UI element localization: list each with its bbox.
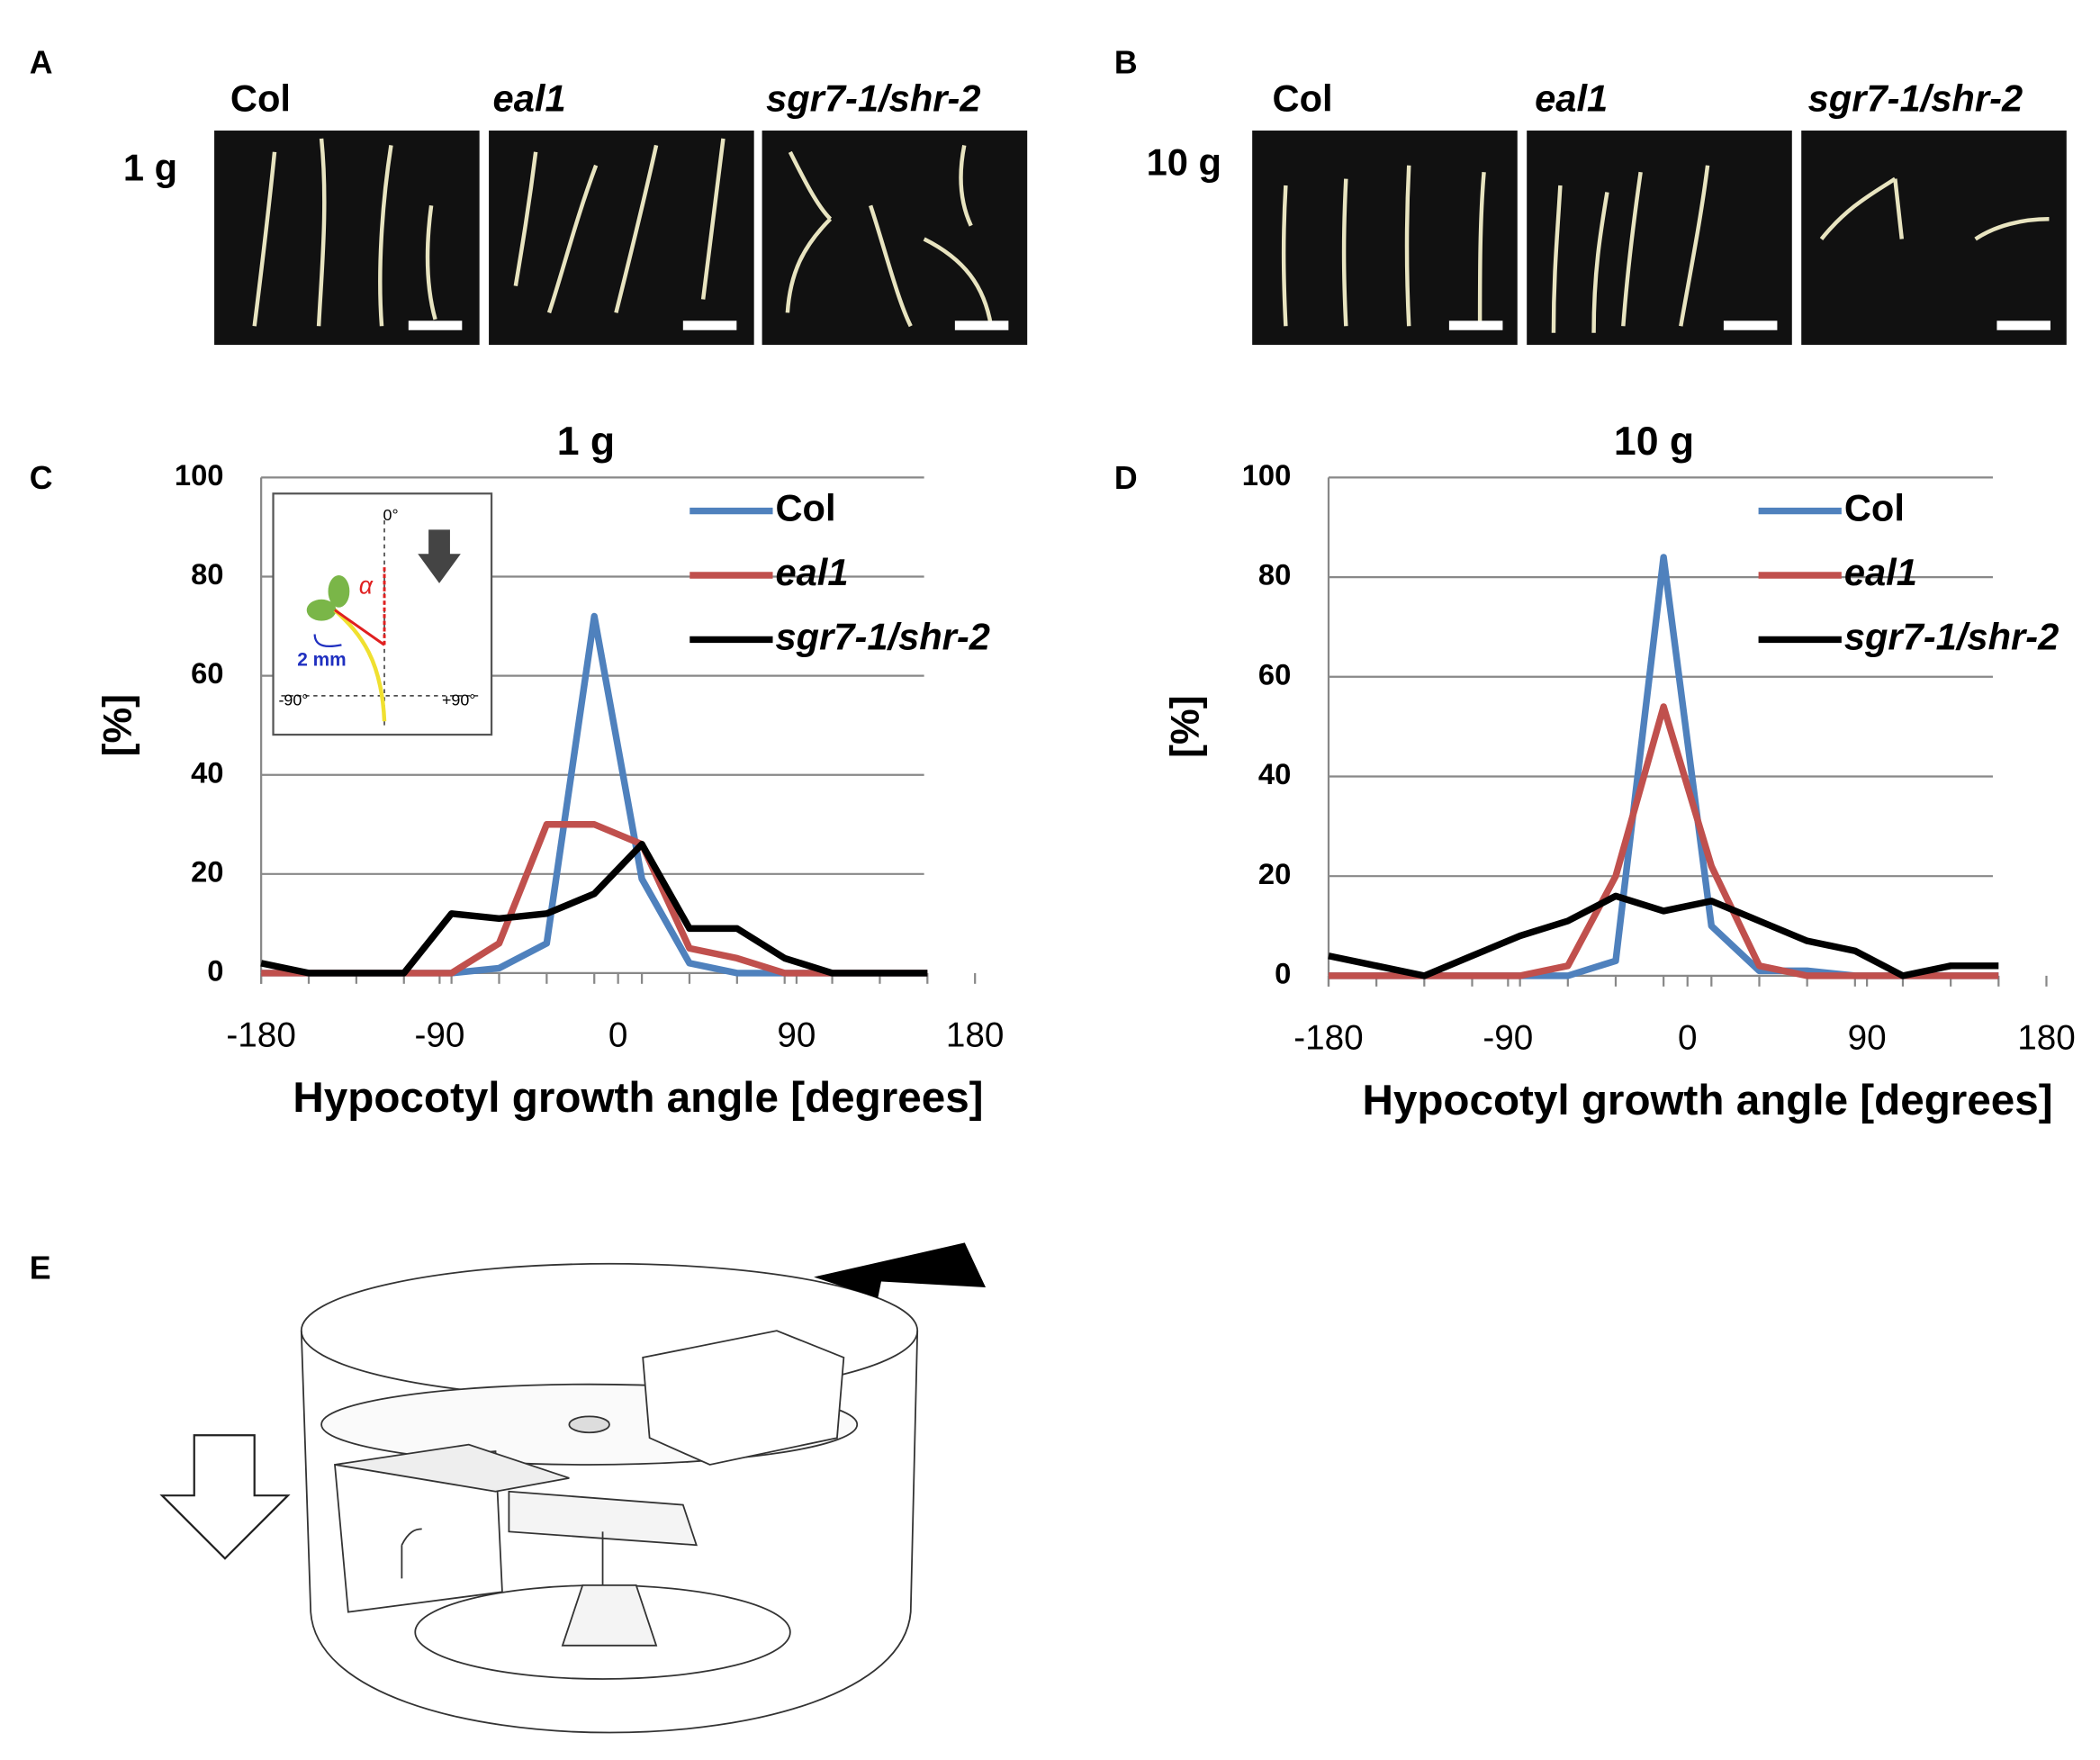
x-tick-label: -180 xyxy=(226,1016,295,1055)
panel-label: A xyxy=(30,45,53,81)
photo-header: Col xyxy=(1272,77,1332,119)
y-tick-label: 60 xyxy=(1258,657,1291,690)
series-line xyxy=(1328,892,1999,979)
panel-label: B xyxy=(1114,45,1138,81)
x-axis-label: Hypocotyl growth angle [degrees] xyxy=(1362,1077,2052,1124)
y-tick-label: 100 xyxy=(175,458,224,492)
y-tick-label: 20 xyxy=(191,854,223,888)
x-tick-label: 90 xyxy=(777,1016,816,1055)
panel-label: C xyxy=(30,460,53,496)
x-axis-label: Hypocotyl growth angle [degrees] xyxy=(293,1074,983,1122)
panel-label: E xyxy=(30,1250,51,1286)
y-tick-label: 0 xyxy=(1275,957,1291,990)
panel-label: D xyxy=(1114,460,1138,496)
photos xyxy=(214,131,2067,346)
legend-label: eal1 xyxy=(1844,551,1917,593)
x-tick-label: -180 xyxy=(1293,1019,1363,1058)
chart-title: 10 g xyxy=(1614,420,1694,464)
x-tick-label: 90 xyxy=(1848,1019,1887,1058)
inset-label: 0° xyxy=(383,506,399,524)
x-tick-label: 0 xyxy=(1678,1019,1698,1058)
photo-header: sgr7-1/shr-2 xyxy=(1808,77,2023,119)
photo-header: eal1 xyxy=(1535,77,1608,119)
y-tick-label: 20 xyxy=(1258,857,1291,890)
chart-title: 1 g xyxy=(557,420,615,464)
x-tick-label: -90 xyxy=(414,1016,464,1055)
photo-header: sgr7-1/shr-2 xyxy=(766,77,980,119)
x-tick-label: 0 xyxy=(608,1016,628,1055)
series-line xyxy=(261,821,928,977)
y-tick-label: 40 xyxy=(1258,757,1291,790)
inset: 0° α 2 mm -90° +90° xyxy=(272,492,493,736)
legend-label: sgr7-1/shr-2 xyxy=(1844,615,2059,657)
apparatus-drawing xyxy=(159,1242,987,1734)
inset-label: α xyxy=(359,572,374,599)
y-tick-label: 40 xyxy=(191,755,223,789)
inset-label: +90° xyxy=(442,691,475,709)
legend-label: Col xyxy=(775,487,835,529)
row-label: 1 g xyxy=(123,147,177,189)
y-axis-label: [%] xyxy=(96,694,140,756)
inset-label: -90° xyxy=(278,691,308,709)
inset-label: 2 mm xyxy=(297,650,346,671)
y-tick-label: 0 xyxy=(207,954,223,988)
y-tick-label: 80 xyxy=(1258,558,1291,591)
legend-label: eal1 xyxy=(775,551,848,593)
row-label: 10 g xyxy=(1147,141,1221,184)
y-tick-label: 100 xyxy=(1242,458,1292,492)
photo-header: eal1 xyxy=(493,77,566,119)
photo-header: Col xyxy=(230,77,291,119)
y-tick-label: 60 xyxy=(191,656,223,690)
scale-bars xyxy=(408,320,2050,330)
y-tick-label: 80 xyxy=(191,557,223,591)
x-tick-label: 180 xyxy=(946,1016,1005,1055)
series-line xyxy=(1328,703,1999,979)
x-tick-label: 180 xyxy=(2017,1019,2076,1058)
x-tick-label: -90 xyxy=(1483,1019,1533,1058)
y-axis-label: [%] xyxy=(1164,695,1208,757)
legend-label: Col xyxy=(1844,487,1905,529)
legend-label: sgr7-1/shr-2 xyxy=(775,615,989,657)
series-line xyxy=(260,841,928,977)
charts: 0 20 40 60 80 100 -180 -90 0 90 180 1 g Hypocotyl gr… xyxy=(96,420,2076,1124)
